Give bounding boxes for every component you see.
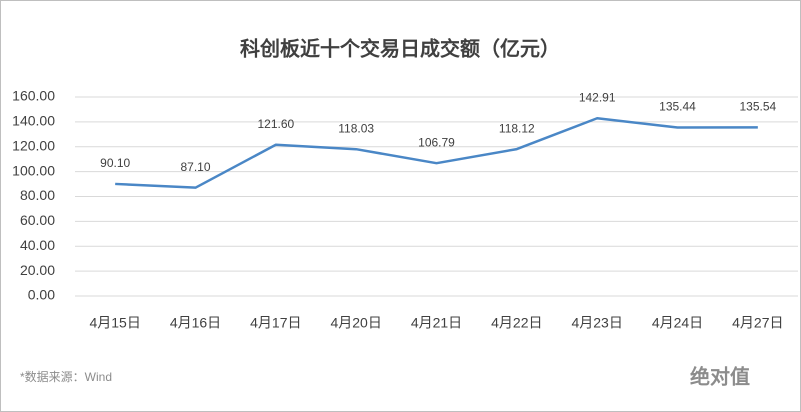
- data-label: 87.10: [180, 160, 210, 174]
- y-tick-label: 40.00: [20, 237, 55, 253]
- x-tick-label: 4月15日: [89, 315, 140, 331]
- data-label: 121.60: [257, 117, 294, 131]
- data-label: 142.91: [579, 90, 616, 104]
- data-label: 118.12: [499, 121, 535, 135]
- y-tick-label: 100.00: [12, 162, 55, 178]
- x-tick-label: 4月17日: [250, 315, 301, 331]
- chart-title: 科创板近十个交易日成交额（亿元）: [240, 36, 560, 60]
- data-label: 135.54: [739, 100, 776, 114]
- watermark: 绝对值: [690, 364, 750, 388]
- data-label: 118.03: [338, 121, 374, 135]
- data-label: 135.44: [659, 100, 696, 114]
- x-tick-label: 4月23日: [571, 315, 622, 331]
- x-tick-label: 4月27日: [732, 315, 783, 331]
- y-tick-label: 60.00: [20, 212, 55, 228]
- y-tick-label: 160.00: [12, 88, 55, 104]
- data-label: 106.79: [418, 135, 455, 149]
- x-tick-label: 4月16日: [170, 315, 221, 331]
- y-tick-label: 0.00: [28, 287, 55, 303]
- data-label: 90.10: [100, 156, 130, 170]
- x-tick-label: 4月21日: [411, 315, 462, 331]
- x-tick-label: 4月20日: [330, 315, 381, 331]
- source-note: *数据来源：Wind: [20, 369, 112, 384]
- line: [115, 117, 758, 189]
- x-tick-label: 4月24日: [652, 315, 703, 331]
- y-tick-label: 140.00: [12, 113, 55, 129]
- x-tick-label: 4月22日: [491, 315, 542, 331]
- y-tick-label: 20.00: [20, 262, 55, 278]
- y-tick-label: 80.00: [20, 187, 55, 203]
- y-tick-label: 120.00: [12, 137, 55, 153]
